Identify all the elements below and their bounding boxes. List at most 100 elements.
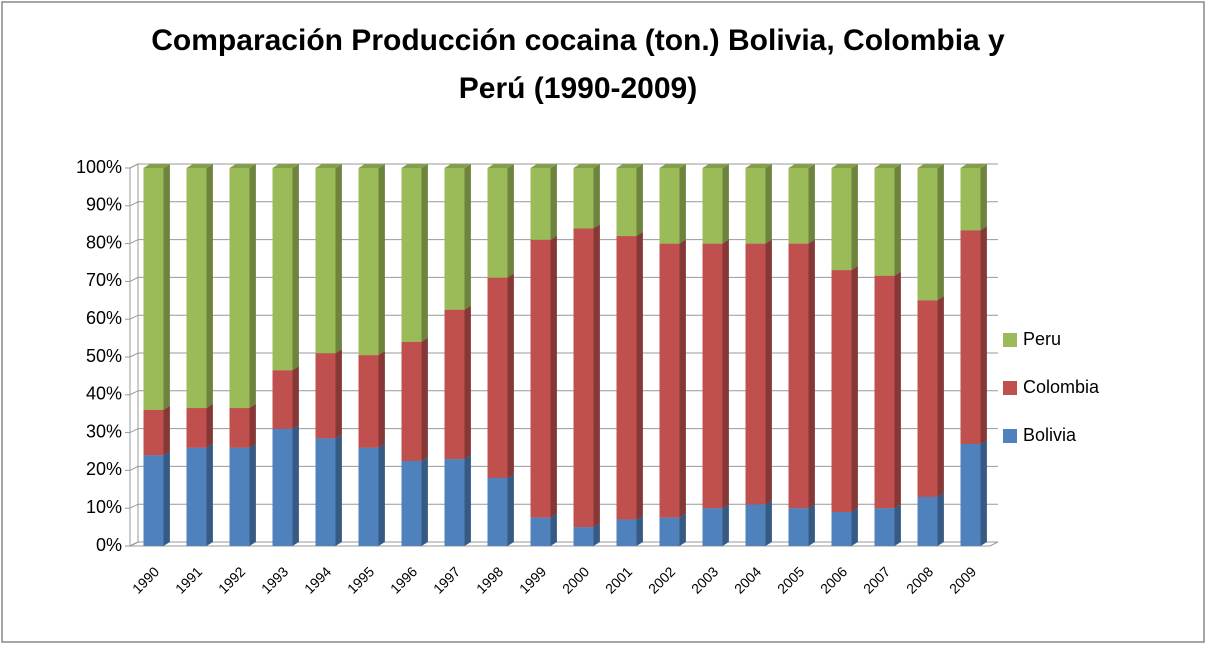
bar-side [249, 443, 256, 546]
bar-side [808, 239, 815, 509]
bar-side [163, 164, 170, 410]
bar-side [378, 164, 385, 356]
bar-side [851, 266, 858, 512]
legend-swatch [1003, 381, 1017, 395]
bar-side [507, 273, 514, 478]
bar-top [874, 164, 901, 168]
bar-side [937, 296, 944, 497]
bar-top [143, 164, 170, 168]
bar [143, 409, 164, 456]
bar [917, 168, 938, 301]
bar-top [358, 164, 385, 168]
bar [530, 517, 551, 546]
bar-side [722, 164, 729, 244]
bar-top [444, 164, 471, 168]
bar [444, 168, 465, 310]
bar-side [593, 224, 600, 528]
bar-top [702, 164, 729, 168]
bar-side [636, 232, 643, 520]
bar [229, 408, 250, 448]
bar-side [808, 504, 815, 546]
bar [917, 300, 938, 497]
bar [487, 277, 508, 478]
legend-label: Bolivia [1023, 425, 1077, 445]
bar-side [980, 226, 987, 444]
bar-side [550, 235, 557, 518]
bar [487, 477, 508, 546]
bar-side [464, 455, 471, 546]
bar-side [765, 500, 772, 546]
bar-side [765, 239, 772, 505]
bar [358, 355, 379, 448]
bar-side [636, 515, 643, 546]
bar-side [722, 239, 729, 509]
bar-top [960, 164, 987, 168]
bar [702, 243, 723, 509]
bar-side [765, 164, 772, 244]
bar [788, 243, 809, 509]
bar [659, 243, 680, 518]
bar [874, 508, 895, 546]
y-tick-label: 40% [86, 384, 122, 404]
bar [272, 370, 293, 429]
bar-side [636, 164, 643, 237]
y-tick-label: 0% [96, 535, 122, 555]
y-tick-label: 80% [86, 232, 122, 252]
bar [659, 168, 680, 244]
bar-side [206, 404, 213, 448]
bar [702, 168, 723, 244]
bar [315, 353, 336, 439]
bar [917, 496, 938, 546]
bar [745, 243, 766, 505]
bar-side [421, 164, 428, 342]
bar [616, 236, 637, 520]
bar-side [163, 451, 170, 546]
bar-side [722, 504, 729, 546]
bar [186, 447, 207, 546]
bar-side [980, 164, 987, 231]
y-tick-label: 70% [86, 270, 122, 290]
bar-side [808, 164, 815, 244]
bar [831, 511, 852, 546]
bar-side [894, 504, 901, 546]
bar [186, 168, 207, 409]
bar [874, 168, 895, 276]
bar [272, 168, 293, 371]
bar [358, 447, 379, 546]
bar-top [616, 164, 643, 168]
bar-top [788, 164, 815, 168]
y-tick-label: 60% [86, 308, 122, 328]
bar [229, 168, 250, 409]
bar-side [249, 404, 256, 448]
bar-top [530, 164, 557, 168]
bar-side [894, 164, 901, 276]
bar [401, 168, 422, 342]
bar [143, 168, 164, 410]
bar [874, 275, 895, 509]
bar-side [679, 513, 686, 546]
bar-top [229, 164, 256, 168]
bar-top [745, 164, 772, 168]
bar [315, 438, 336, 546]
bar-top [401, 164, 428, 168]
bar [143, 455, 164, 546]
bar-side [249, 164, 256, 409]
bar-side [851, 507, 858, 546]
bar-side [292, 164, 299, 371]
bar-side [507, 473, 514, 546]
bar [745, 168, 766, 244]
bar [444, 459, 465, 546]
bar-side [335, 349, 342, 439]
bar [788, 168, 809, 244]
bar-side [937, 164, 944, 301]
bar [229, 447, 250, 546]
bar-side [378, 443, 385, 546]
bar-side [292, 366, 299, 429]
bar-side [421, 337, 428, 461]
bar [272, 428, 293, 546]
bar-top [917, 164, 944, 168]
y-tick-label: 50% [86, 346, 122, 366]
bar [573, 527, 594, 546]
bar-side [206, 443, 213, 546]
